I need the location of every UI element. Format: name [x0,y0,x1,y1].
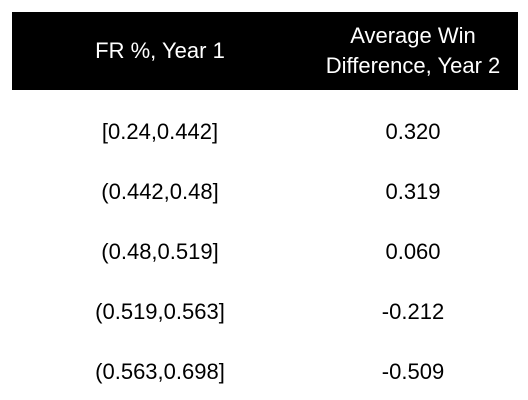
results-table: FR %, Year 1 Average Win Difference, Yea… [12,12,518,384]
header-avg-win-difference-year2: Average Win Difference, Year 2 [308,12,518,90]
header-line: FR %, Year 1 [95,38,225,63]
cell-avg-win-difference: 0.319 [385,179,441,204]
table-header-row: FR %, Year 1 Average Win Difference, Yea… [12,12,518,90]
cell-avg-win-difference: 0.320 [385,119,441,144]
cell-fr-range: (0.519,0.563] [95,299,225,324]
cell-fr-range: (0.48,0.519] [101,239,219,264]
cell-avg-win-difference: -0.212 [381,299,445,324]
cell-avg-win-difference: -0.509 [381,359,445,384]
header-line: Difference, Year 2 [325,53,501,78]
cell-fr-range: (0.442,0.48] [101,179,219,204]
header-line: Average Win [350,23,476,48]
cell-fr-range: [0.24,0.442] [101,119,219,144]
table-row: [0.24,0.442] 0.320 [12,102,518,162]
table-row: (0.519,0.563] -0.212 [12,282,518,342]
table-row: (0.48,0.519] 0.060 [12,222,518,282]
table-row: (0.442,0.48] 0.319 [12,162,518,222]
header-fr-percent-year1: FR %, Year 1 [12,12,308,90]
cell-avg-win-difference: 0.060 [385,239,441,264]
cell-fr-range: (0.563,0.698] [95,359,225,384]
table-row: (0.563,0.698] -0.509 [12,342,518,400]
